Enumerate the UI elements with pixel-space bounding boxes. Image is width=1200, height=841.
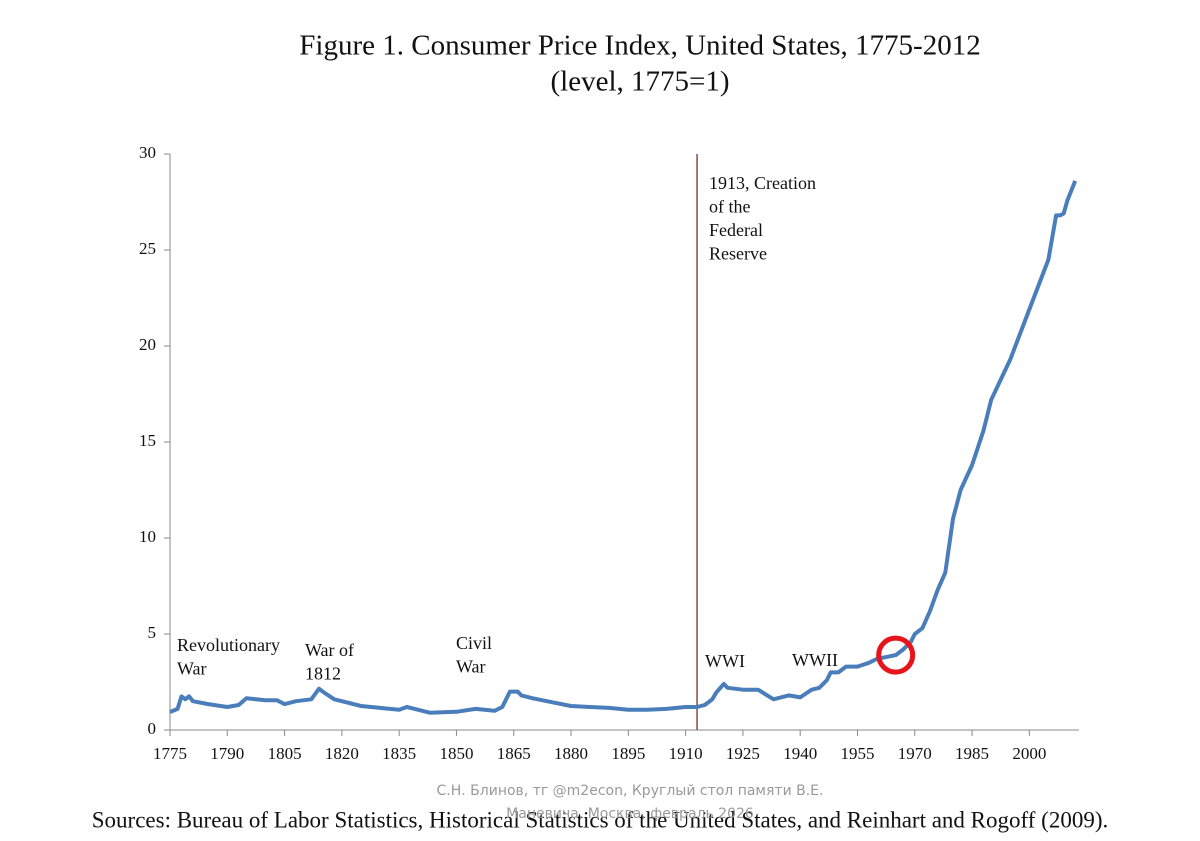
annotation: War — [177, 659, 207, 679]
annotation: War — [456, 657, 486, 677]
watermark: Маневича, Москва, февраль 2026 — [506, 806, 754, 822]
y-tick-label: 20 — [139, 335, 156, 354]
y-tick-label: 25 — [139, 239, 156, 258]
x-tick-label: 1955 — [840, 744, 874, 763]
x-tick-label: 1775 — [153, 744, 187, 763]
x-tick-label: 1910 — [669, 744, 703, 763]
x-tick-label: 1805 — [268, 744, 302, 763]
x-tick-label: 1790 — [210, 744, 244, 763]
chart-title: Figure 1. Consumer Price Index, United S… — [299, 30, 980, 62]
annotation: WWII — [792, 650, 838, 670]
x-tick-label: 2000 — [1012, 744, 1046, 763]
x-tick-label: 1940 — [783, 744, 817, 763]
annotation: Federal — [709, 220, 763, 240]
x-tick-label: 1925 — [726, 744, 760, 763]
annotation: Civil — [456, 633, 492, 653]
annotation: War of — [305, 640, 354, 660]
x-tick-label: 1850 — [439, 744, 473, 763]
annotation: Reserve — [709, 244, 767, 264]
y-tick-label: 10 — [139, 527, 156, 546]
x-tick-label: 1895 — [611, 744, 645, 763]
x-tick-label: 1865 — [497, 744, 531, 763]
y-tick-label: 5 — [148, 623, 157, 642]
annotation: WWI — [705, 651, 745, 671]
x-tick-label: 1970 — [898, 744, 932, 763]
annotation: Revolutionary — [177, 635, 280, 655]
y-tick-label: 30 — [139, 143, 156, 162]
source-note: Sources: Bureau of Labor Statistics, His… — [92, 807, 1109, 832]
annotation: 1913, Creation — [709, 173, 816, 193]
x-tick-label: 1820 — [325, 744, 359, 763]
cpi-line — [169, 180, 1078, 715]
x-tick-label: 1835 — [382, 744, 416, 763]
y-tick-label: 0 — [148, 719, 157, 738]
chart-subtitle: (level, 1775=1) — [550, 66, 729, 98]
annotation: of the — [709, 197, 750, 217]
highlight-marker — [876, 635, 916, 675]
y-tick-label: 15 — [139, 431, 156, 450]
watermark: С.Н. Блинов, тг @m2econ, Круглый стол па… — [437, 783, 824, 799]
x-tick-label: 1985 — [955, 744, 989, 763]
annotation: 1812 — [305, 664, 341, 684]
x-tick-label: 1880 — [554, 744, 588, 763]
